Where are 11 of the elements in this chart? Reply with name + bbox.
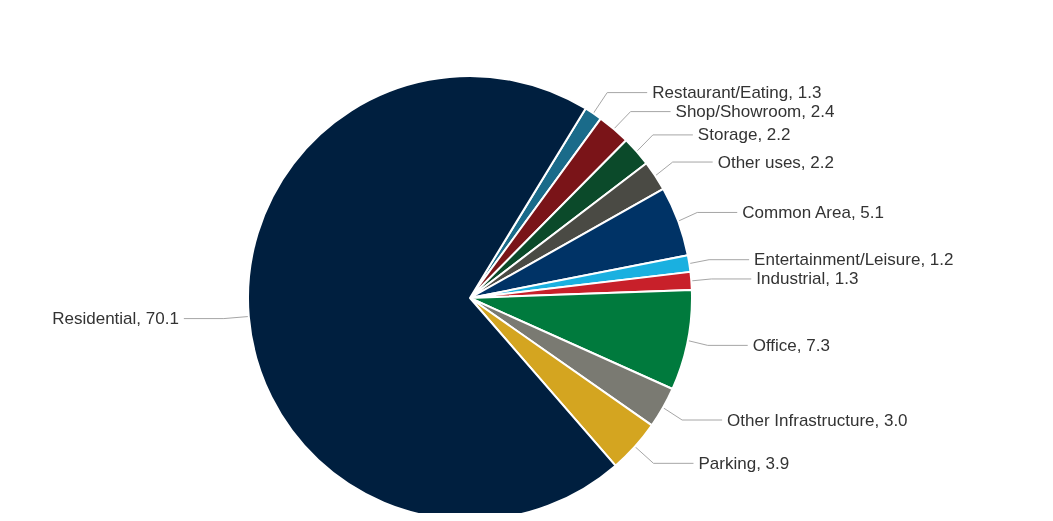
slice-label: Entertainment/Leisure, 1.2 bbox=[754, 250, 954, 270]
slice-label: Other uses, 2.2 bbox=[717, 152, 834, 172]
slice-label: Industrial, 1.3 bbox=[756, 269, 859, 289]
slice-label: Shop/Showroom, 2.4 bbox=[675, 102, 835, 122]
slice-label: Other Infrastructure, 3.0 bbox=[727, 410, 908, 430]
slice-label: Storage, 2.2 bbox=[697, 125, 791, 145]
slice-label: Parking, 3.9 bbox=[698, 453, 790, 473]
slice-label: Common Area, 5.1 bbox=[742, 202, 884, 222]
slice-label: Restaurant/Eating, 1.3 bbox=[652, 83, 822, 103]
slice-label: Office, 7.3 bbox=[752, 335, 830, 355]
slice-label: Residential, 70.1 bbox=[52, 309, 179, 329]
